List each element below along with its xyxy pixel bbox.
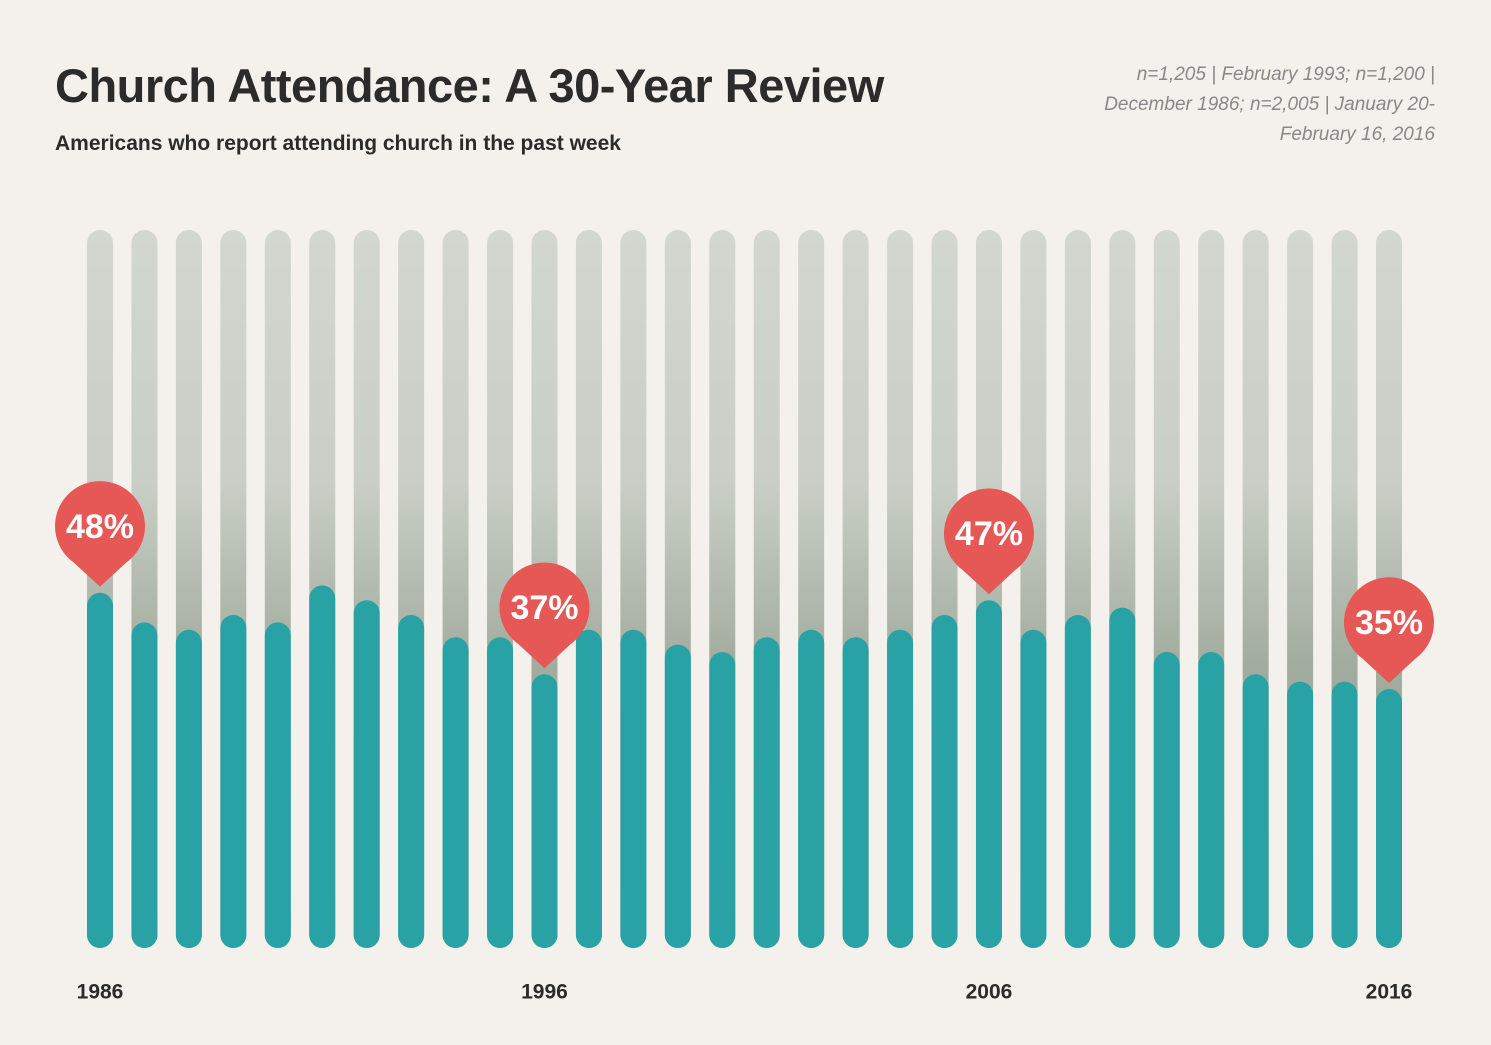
chart-title: Church Attendance: A 30-Year Review [55, 59, 884, 112]
bar [1376, 689, 1402, 948]
x-tick-label: 2006 [966, 981, 1013, 1004]
bar [175, 629, 202, 948]
bar [1287, 681, 1314, 948]
label-pin [55, 481, 146, 587]
bar [1109, 607, 1136, 948]
bar [575, 629, 602, 948]
bar [87, 592, 113, 948]
chart-subtitle: Americans who report attending church in… [55, 132, 621, 155]
bar [1198, 652, 1225, 948]
bar [442, 637, 469, 948]
bar [398, 615, 425, 948]
bar [1242, 674, 1269, 948]
label-pin [943, 488, 1034, 595]
data-label: 48% [66, 508, 134, 546]
bar [131, 622, 158, 948]
bar [664, 644, 691, 948]
bar [620, 629, 647, 948]
bar [887, 629, 914, 948]
bar [1153, 652, 1180, 948]
bar [931, 615, 958, 948]
bar [798, 629, 825, 948]
data-label: 37% [510, 589, 578, 627]
label-pin [499, 562, 590, 669]
bar [1020, 629, 1047, 948]
data-label: 35% [1355, 604, 1423, 642]
source-note: n=1,205 | February 1993; n=1,200 | Decem… [1104, 64, 1435, 145]
bar [531, 674, 558, 948]
x-tick-label: 1996 [521, 981, 568, 1004]
bar [1064, 615, 1091, 948]
bar [220, 615, 247, 948]
x-tick-label: 1986 [77, 981, 124, 1004]
bar [975, 600, 1002, 948]
bar [487, 637, 514, 948]
label-pin [1344, 577, 1434, 683]
bar [353, 600, 380, 948]
data-label: 47% [955, 515, 1023, 553]
bar [264, 622, 291, 948]
bar [709, 652, 736, 948]
bar [753, 637, 780, 948]
bar [842, 637, 869, 948]
bar [1331, 681, 1358, 948]
bar [309, 585, 336, 948]
x-tick-label: 2016 [1366, 981, 1413, 1004]
